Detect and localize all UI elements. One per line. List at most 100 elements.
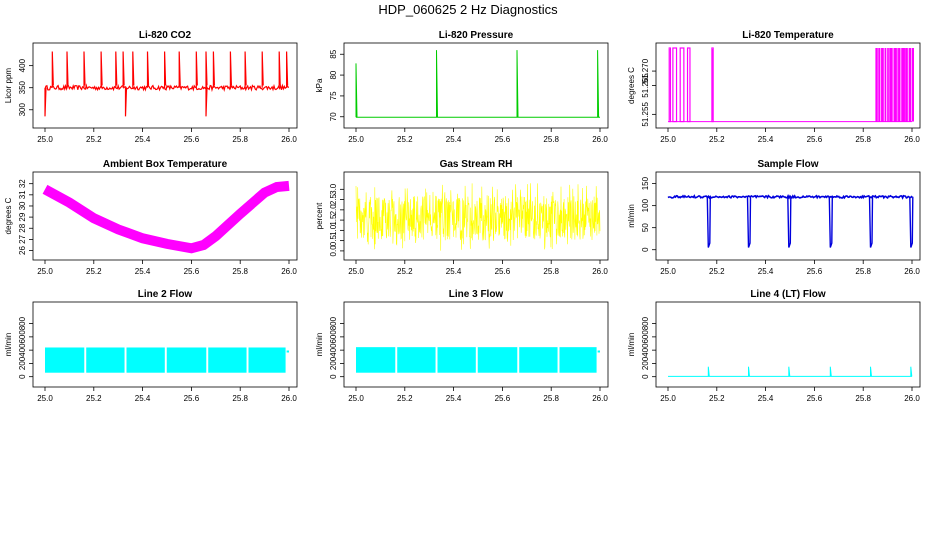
- x-tick-label: 25.2: [709, 135, 725, 144]
- data-area: [44, 51, 289, 117]
- y-tick-label: 27: [18, 234, 27, 243]
- y-tick-label: 0.0: [329, 245, 338, 257]
- x-tick-label: 25.6: [184, 267, 200, 276]
- sample-flow-dip: [868, 196, 874, 248]
- rh-series: [355, 183, 601, 251]
- y-axis-label: ml/min: [627, 204, 636, 228]
- plot-frame: [343, 301, 609, 388]
- flow-band: [248, 347, 286, 373]
- x-tick-label: 25.0: [37, 135, 53, 144]
- y-axis-label: percent: [315, 202, 324, 229]
- temp-dense-block: [892, 48, 894, 122]
- plot-frame: [32, 42, 298, 129]
- panel-4: Ambient Box Temperature degrees C 25.0 25.2…: [4, 159, 298, 276]
- temp-dense-block: [904, 48, 906, 122]
- panel-title: Ambient Box Temperature: [103, 159, 228, 170]
- temp-dense-block: [889, 48, 893, 122]
- plot-frame: [32, 301, 298, 388]
- temp-toggle: [672, 47, 678, 123]
- y-tick-label: 50: [641, 223, 650, 232]
- x-tick-label: 25.8: [543, 267, 559, 276]
- x-tick-label: 26.0: [592, 267, 608, 276]
- lt-flow-spike: [707, 366, 710, 377]
- x-tick-label: 25.2: [397, 394, 413, 403]
- x-tick-label: 25.6: [184, 394, 200, 403]
- y-axis-label: ml/min: [315, 333, 324, 357]
- y-tick-label: 200: [641, 356, 650, 370]
- y-tick-label: 30: [18, 201, 27, 210]
- x-tick-label: 26.0: [904, 394, 920, 403]
- y-tick-label: 400: [329, 343, 338, 357]
- lt-flow-spike: [870, 366, 872, 377]
- co2-spike: [195, 51, 198, 88]
- y-tick-label: 600: [641, 330, 650, 344]
- x-tick-label: 25.4: [758, 135, 774, 144]
- flow-band: [86, 347, 125, 373]
- co2-dip: [44, 87, 47, 117]
- y-tick-label: 51.265: [641, 73, 650, 98]
- x-tick-label: 25.4: [135, 267, 151, 276]
- co2-spike: [146, 51, 150, 88]
- panel-9: Line 4 (LT) Flow ml/min 25.0 25.2 25.4 25.6 25…: [627, 289, 921, 403]
- temp-dense-block: [887, 48, 889, 122]
- x-tick-label: 25.0: [37, 267, 53, 276]
- pressure-spike: [436, 50, 438, 118]
- y-tick-label: 51.270: [641, 58, 650, 83]
- y-tick-label: 31: [18, 190, 27, 199]
- plot-frame: [343, 171, 609, 261]
- x-tick-label: 25.6: [807, 267, 823, 276]
- y-tick-label: 600: [329, 330, 338, 344]
- x-tick-label: 25.0: [348, 135, 364, 144]
- temp-dense-block: [900, 48, 902, 122]
- co2-spike: [122, 51, 125, 88]
- co2-spike: [51, 51, 54, 88]
- data-area: [45, 347, 289, 373]
- y-tick-label: 75: [329, 91, 338, 100]
- data-area: [668, 47, 914, 123]
- panel-title: Li-820 Temperature: [742, 30, 834, 41]
- panel-3: Li-820 Temperature degrees C 25.0 25.2 25.4 2…: [627, 30, 921, 144]
- x-tick-label: 25.2: [86, 394, 102, 403]
- x-tick-label: 25.2: [86, 267, 102, 276]
- y-tick-label: 80: [329, 70, 338, 79]
- x-tick-label: 25.8: [232, 394, 248, 403]
- x-tick-label: 25.2: [397, 267, 413, 276]
- co2-spike: [278, 51, 281, 88]
- x-tick-label: 25.4: [135, 394, 151, 403]
- x-tick-label: 25.8: [232, 267, 248, 276]
- plot-frame: [343, 42, 609, 129]
- temp-dense-block: [896, 48, 898, 122]
- x-tick-label: 25.6: [807, 135, 823, 144]
- y-tick-label: 200: [18, 356, 27, 370]
- pressure-spike: [355, 63, 358, 118]
- x-tick-label: 25.0: [348, 394, 364, 403]
- flow-band: [397, 347, 436, 373]
- y-tick-label: 2.0: [329, 204, 338, 216]
- y-tick-label: 400: [18, 58, 27, 72]
- data-area: [42, 180, 290, 254]
- y-tick-label: 85: [329, 49, 338, 58]
- x-tick-label: 25.6: [495, 267, 511, 276]
- co2-dip: [205, 87, 208, 117]
- temp-dense-block: [881, 48, 883, 122]
- co2-spike: [83, 51, 86, 88]
- temp-dense-block: [911, 48, 914, 122]
- temp-dense-block: [905, 48, 908, 122]
- co2-spike: [286, 51, 289, 88]
- y-tick-label: 28: [18, 223, 27, 232]
- x-tick-label: 26.0: [904, 267, 920, 276]
- temp-dense-block: [882, 48, 884, 122]
- plot-frame: [32, 171, 298, 261]
- temp-toggle: [679, 47, 685, 123]
- x-tick-label: 25.6: [495, 394, 511, 403]
- y-tick-label: 0: [18, 374, 27, 379]
- y-tick-label: 29: [18, 212, 27, 221]
- data-area: [668, 366, 913, 377]
- co2-spike: [178, 51, 181, 88]
- plot-frame: [655, 171, 921, 261]
- x-tick-label: 25.6: [807, 394, 823, 403]
- lt-flow-spike: [910, 366, 913, 377]
- panel-title: Li-820 Pressure: [439, 30, 514, 41]
